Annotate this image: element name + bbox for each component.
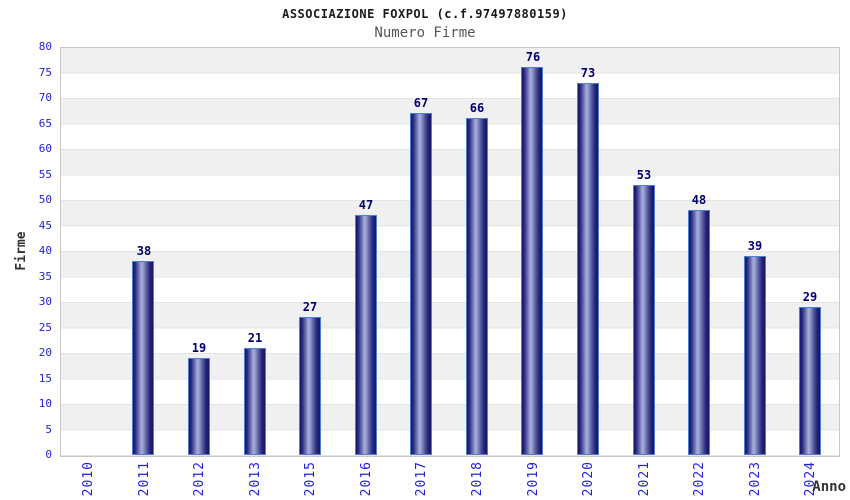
x-tick-label-text: 2013 [247,461,263,497]
x-tick-label-text: 2010 [80,461,96,497]
y-tick-label: 70 [38,91,52,104]
bar [299,317,321,455]
bar [410,113,432,455]
bar-value-label: 39 [747,239,763,253]
x-tick-label: 2016 [338,461,394,500]
x-tick-label: 2013 [227,461,283,500]
y-tick-label: 20 [38,346,52,359]
x-tick-label: 2012 [171,461,227,500]
x-tick-label-text: 2016 [358,461,374,497]
bar [688,210,710,455]
bar [744,256,766,455]
bar-value-label: 27 [302,300,318,314]
bar-value-label: 29 [802,290,818,304]
bar-value-label: 73 [580,66,596,80]
x-tick-label-text: 2022 [691,461,707,497]
y-tick-label: 65 [38,116,52,130]
y-tick-label: 25 [38,320,52,334]
bar-value-label: 21 [247,331,263,345]
x-axis-title: Anno [812,479,846,495]
chart-title: ASSOCIAZIONE FOXPOL (c.f.97497880159) [282,7,568,21]
x-tick-label-text: 2019 [525,461,541,497]
x-tick-label: 2022 [671,461,727,500]
x-tick-label-text: 2012 [191,461,207,497]
bar [799,307,821,455]
x-tick-label-text: 2018 [469,461,485,497]
bar-value-label: 19 [191,341,207,355]
x-tick-label: 2018 [449,461,505,500]
bar-value-label: 67 [413,96,429,110]
x-tick-label: 2021 [616,461,672,500]
bar [521,67,543,455]
bar [577,83,599,455]
x-tick-label: 2010 [60,461,116,500]
y-tick-label: 75 [38,65,52,79]
bar [132,261,154,455]
y-tick-label: 35 [38,269,52,283]
bar-value-label: 38 [136,244,152,258]
x-tick-label: 2011 [116,461,172,500]
x-tick-label-text: 2015 [302,461,318,497]
bar [466,118,488,455]
x-tick-label: 2020 [560,461,616,500]
bar-value-label: 76 [525,50,541,64]
x-tick-label: 2017 [393,461,449,500]
y-tick-label: 15 [38,371,52,385]
x-tick-label: 2019 [505,461,561,500]
chart-subtitle: Numero Firme [374,25,476,41]
bar [244,348,266,455]
y-tick-label: 55 [38,167,52,181]
x-tick-label: 2015 [282,461,338,500]
y-tick-label: 80 [38,40,52,53]
x-tick-label: 2024 [782,461,838,500]
bar-value-label: 66 [469,101,485,115]
x-tick-label: 2023 [727,461,783,500]
y-tick-label: 60 [38,142,52,155]
bar-value-label: 48 [691,193,707,207]
y-tick-label: 0 [45,448,52,461]
x-tick-label-text: 2017 [413,461,429,497]
y-tick-label: 5 [45,422,52,436]
y-tick-label: 50 [38,193,52,206]
bar-value-label: 47 [358,198,374,212]
x-tick-label-text: 2021 [636,461,652,497]
bar [355,215,377,455]
y-tick-label: 10 [38,397,52,410]
y-tick-label: 45 [38,218,52,232]
x-tick-label-text: 2020 [580,461,596,497]
bar [188,358,210,455]
x-tick-label-text: 2023 [747,461,763,497]
bar-value-label: 53 [636,168,652,182]
x-tick-label-text: 2024 [802,461,818,497]
bar [633,185,655,455]
y-tick-label: 30 [38,295,52,308]
x-tick-label-text: 2011 [136,461,152,497]
y-tick-label: 40 [38,244,52,257]
